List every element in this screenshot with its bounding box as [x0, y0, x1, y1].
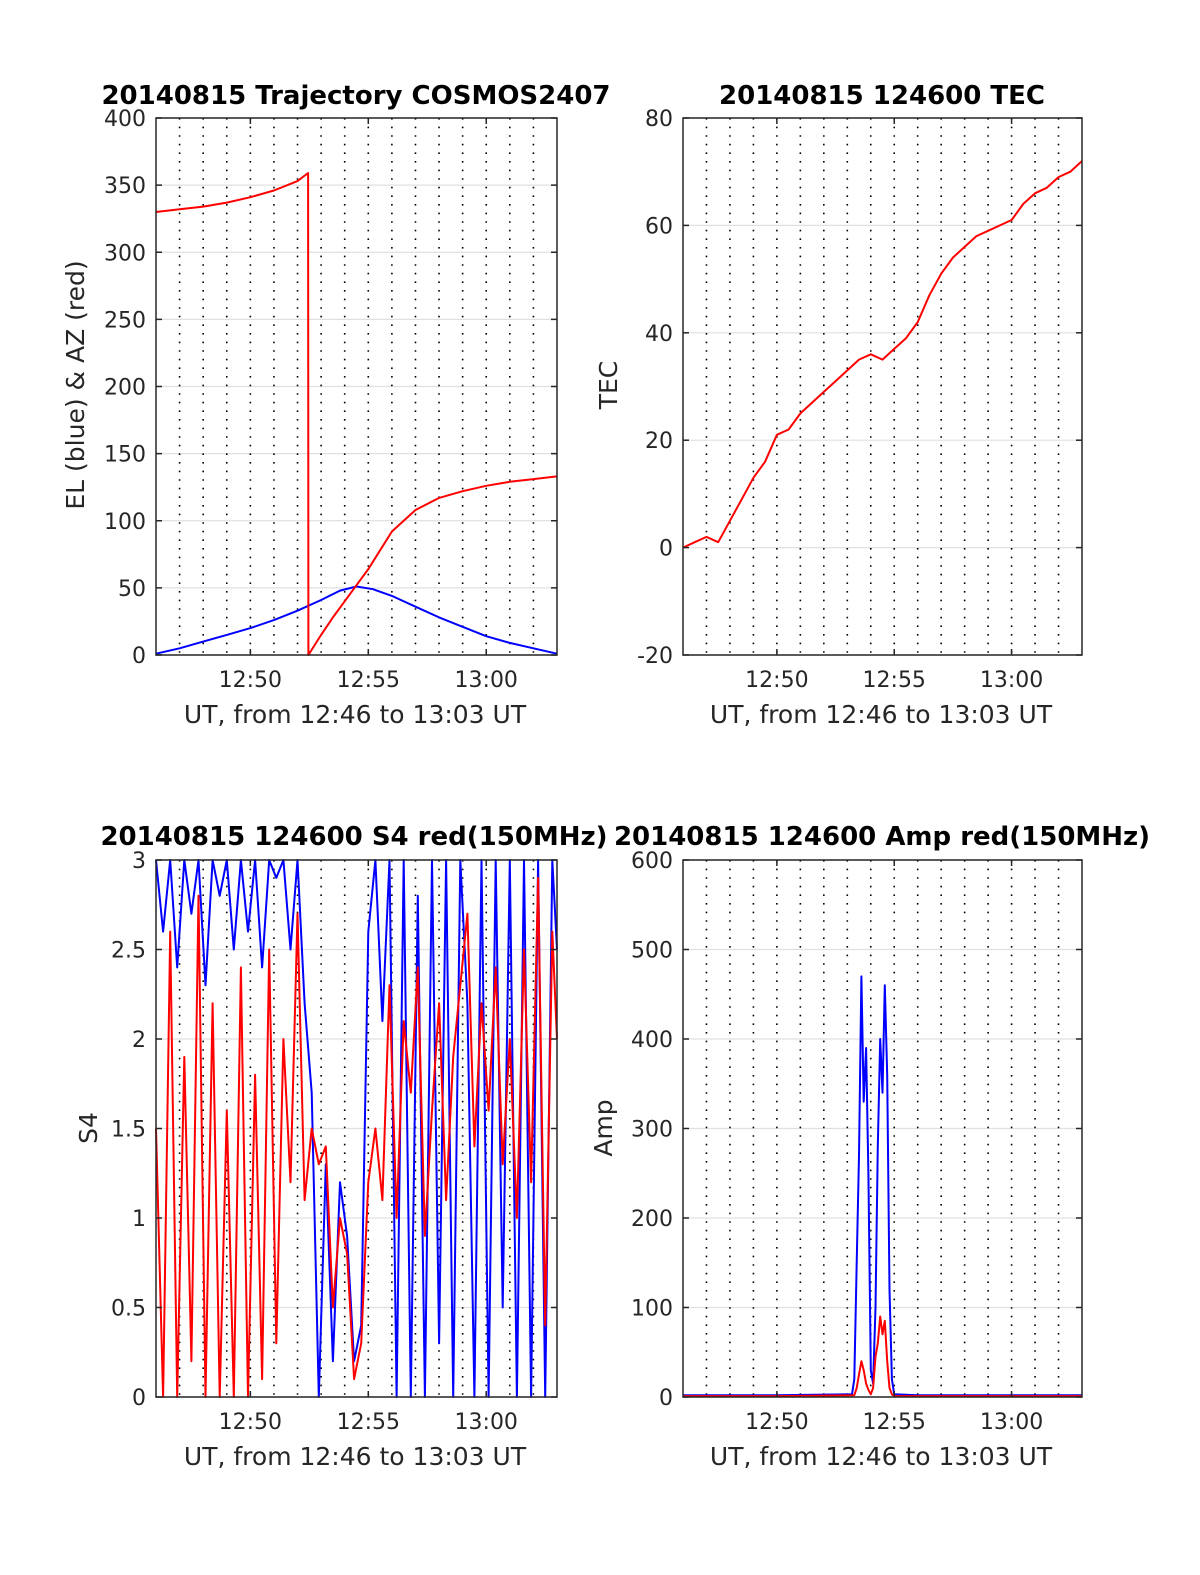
trajectory-ytick-label: 150: [104, 443, 146, 468]
amp-ytick-label: 0: [659, 1386, 673, 1411]
amp-series-blue: [683, 975, 1082, 1397]
s4-xtick-label: 12:50: [219, 1410, 282, 1435]
amp-title: 20140815 124600 Amp red(150MHz): [614, 822, 1150, 852]
amp-ytick-label: 600: [631, 849, 673, 874]
s4-xtick-label: 12:55: [337, 1410, 400, 1435]
tec-xtick-label: 13:00: [980, 668, 1043, 693]
tec-axes-box: [682, 117, 1083, 656]
amp-ytick-label: 200: [631, 1207, 673, 1232]
tec-xlabel: UT, from 12:46 to 13:03 UT: [710, 700, 1053, 729]
tec-ytick-label: -20: [637, 644, 673, 669]
amp-panel: 20140815 124600 Amp red(150MHz) UT, from…: [589, 822, 1150, 1471]
amp-ytick-label: 500: [631, 939, 673, 964]
s4-ytick-label: 1.5: [111, 1118, 146, 1143]
trajectory-ytick-label: 250: [104, 308, 146, 333]
amp-ytick-label: 400: [631, 1028, 673, 1053]
trajectory-ytick-label: 0: [132, 644, 146, 669]
trajectory-panel: 20140815 Trajectory COSMOS2407 UT, from …: [61, 81, 611, 729]
amp-ytick-label: 300: [631, 1118, 673, 1143]
trajectory-series-red: [155, 172, 558, 656]
tec-plot-area: [682, 117, 1083, 656]
tec-series-red: [682, 160, 1083, 549]
amp-xtick-label: 12:55: [863, 1410, 926, 1435]
tec-ylabel: TEC: [594, 361, 623, 411]
amp-plot-area: [682, 859, 1083, 1398]
tec-ytick-label: 20: [645, 429, 673, 454]
s4-xtick-label: 13:00: [455, 1410, 518, 1435]
trajectory-xtick-label: 12:55: [337, 668, 400, 693]
trajectory-ytick-label: 50: [118, 577, 146, 602]
s4-title: 20140815 124600 S4 red(150MHz): [100, 822, 607, 852]
s4-series-red: [155, 876, 558, 1398]
s4-ytick-label: 2.5: [111, 939, 146, 964]
trajectory-ytick-label: 300: [104, 241, 146, 266]
trajectory-ytick-label: 350: [104, 174, 146, 199]
s4-ylabel: S4: [74, 1112, 103, 1144]
tec-ytick-label: 40: [645, 322, 673, 347]
trajectory-xlabel: UT, from 12:46 to 13:03 UT: [184, 700, 527, 729]
trajectory-ytick-label: 100: [104, 510, 146, 535]
amp-ytick-label: 100: [631, 1297, 673, 1322]
amp-xtick-label: 13:00: [980, 1410, 1043, 1435]
s4-xlabel: UT, from 12:46 to 13:03 UT: [184, 1442, 527, 1471]
amp-ylabel: Amp: [589, 1099, 618, 1156]
tec-xtick-label: 12:50: [745, 668, 808, 693]
s4-plot-area: [155, 859, 558, 1398]
s4-ytick-label: 2: [132, 1028, 146, 1053]
trajectory-plot-area: [155, 117, 558, 656]
amp-xtick-label: 12:50: [745, 1410, 808, 1435]
trajectory-ytick-label: 400: [104, 107, 146, 132]
s4-ytick-label: 3: [132, 849, 146, 874]
trajectory-xtick-label: 13:00: [455, 668, 518, 693]
s4-series-blue: [155, 859, 558, 1398]
trajectory-ytick-label: 200: [104, 376, 146, 401]
amp-series-red: [683, 1315, 1082, 1398]
trajectory-title: 20140815 Trajectory COSMOS2407: [101, 81, 610, 111]
tec-ytick-label: 0: [659, 537, 673, 562]
s4-ytick-label: 0.5: [111, 1297, 146, 1322]
trajectory-ylabel: EL (blue) & AZ (red): [61, 260, 90, 509]
tec-ytick-label: 60: [645, 214, 673, 239]
s4-ytick-label: 1: [132, 1207, 146, 1232]
s4-ytick-label: 0: [132, 1386, 146, 1411]
tec-xtick-label: 12:55: [863, 668, 926, 693]
trajectory-xtick-label: 12:50: [219, 668, 282, 693]
tec-ytick-label: 80: [645, 107, 673, 132]
tec-title: 20140815 124600 TEC: [719, 81, 1045, 111]
amp-xlabel: UT, from 12:46 to 13:03 UT: [710, 1442, 1053, 1471]
s4-panel: 20140815 124600 S4 red(150MHz) UT, from …: [74, 822, 608, 1471]
tec-plot-background: [683, 118, 1082, 655]
tec-panel: 20140815 124600 TEC UT, from 12:46 to 13…: [594, 81, 1083, 729]
